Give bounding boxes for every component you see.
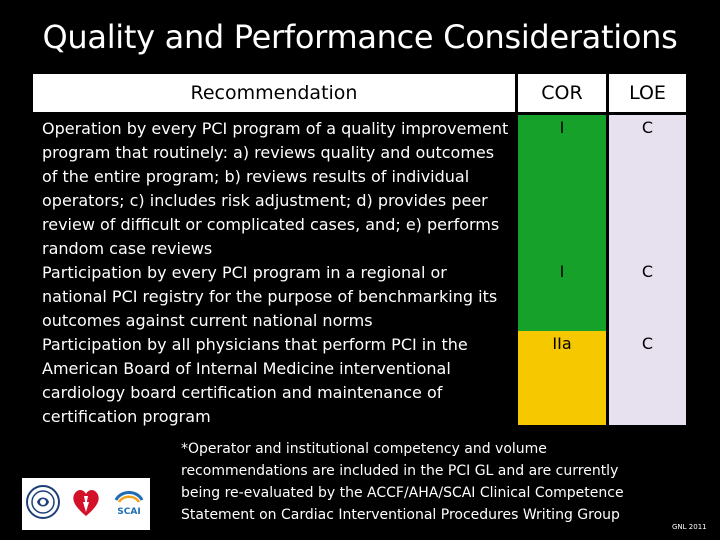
cor-class-i-fill — [518, 115, 606, 331]
header-cor: COR — [518, 74, 606, 112]
society-logos: SCAI — [22, 478, 150, 530]
recommendation-row-2: Participation by every PCI program in a … — [42, 263, 498, 330]
cor-row-2: I — [559, 262, 565, 281]
slide-title: Quality and Performance Considerations — [42, 18, 678, 56]
footnote: *Operator and institutional competency a… — [181, 441, 624, 523]
cor-row-1: I — [559, 118, 565, 137]
aha-heart-icon — [68, 484, 104, 524]
header-loe: LOE — [609, 74, 686, 112]
recommendation-row-1: Operation by every PCI program of a qual… — [42, 119, 509, 258]
scai-logo-icon: SCAI — [111, 484, 147, 524]
loe-row-3: C — [641, 334, 654, 353]
recommendation-column: Operation by every PCI program of a qual… — [33, 115, 515, 426]
scai-logo-text: SCAI — [117, 507, 140, 517]
cor-class-iia-fill — [518, 331, 606, 425]
header-recommendation: Recommendation — [33, 74, 515, 112]
recommendations-table: Recommendation COR LOE Operation by ever… — [33, 74, 686, 426]
loe-row-1: C — [641, 118, 654, 137]
slide-credit: GNL 2011 — [672, 523, 707, 531]
accf-seal-icon — [25, 484, 61, 524]
loe-column: C C C — [609, 115, 686, 425]
recommendation-row-3: Participation by all physicians that per… — [42, 335, 468, 426]
loe-row-2: C — [641, 262, 654, 281]
cor-column: I I IIa — [518, 115, 606, 425]
cor-row-3: IIa — [552, 334, 572, 353]
